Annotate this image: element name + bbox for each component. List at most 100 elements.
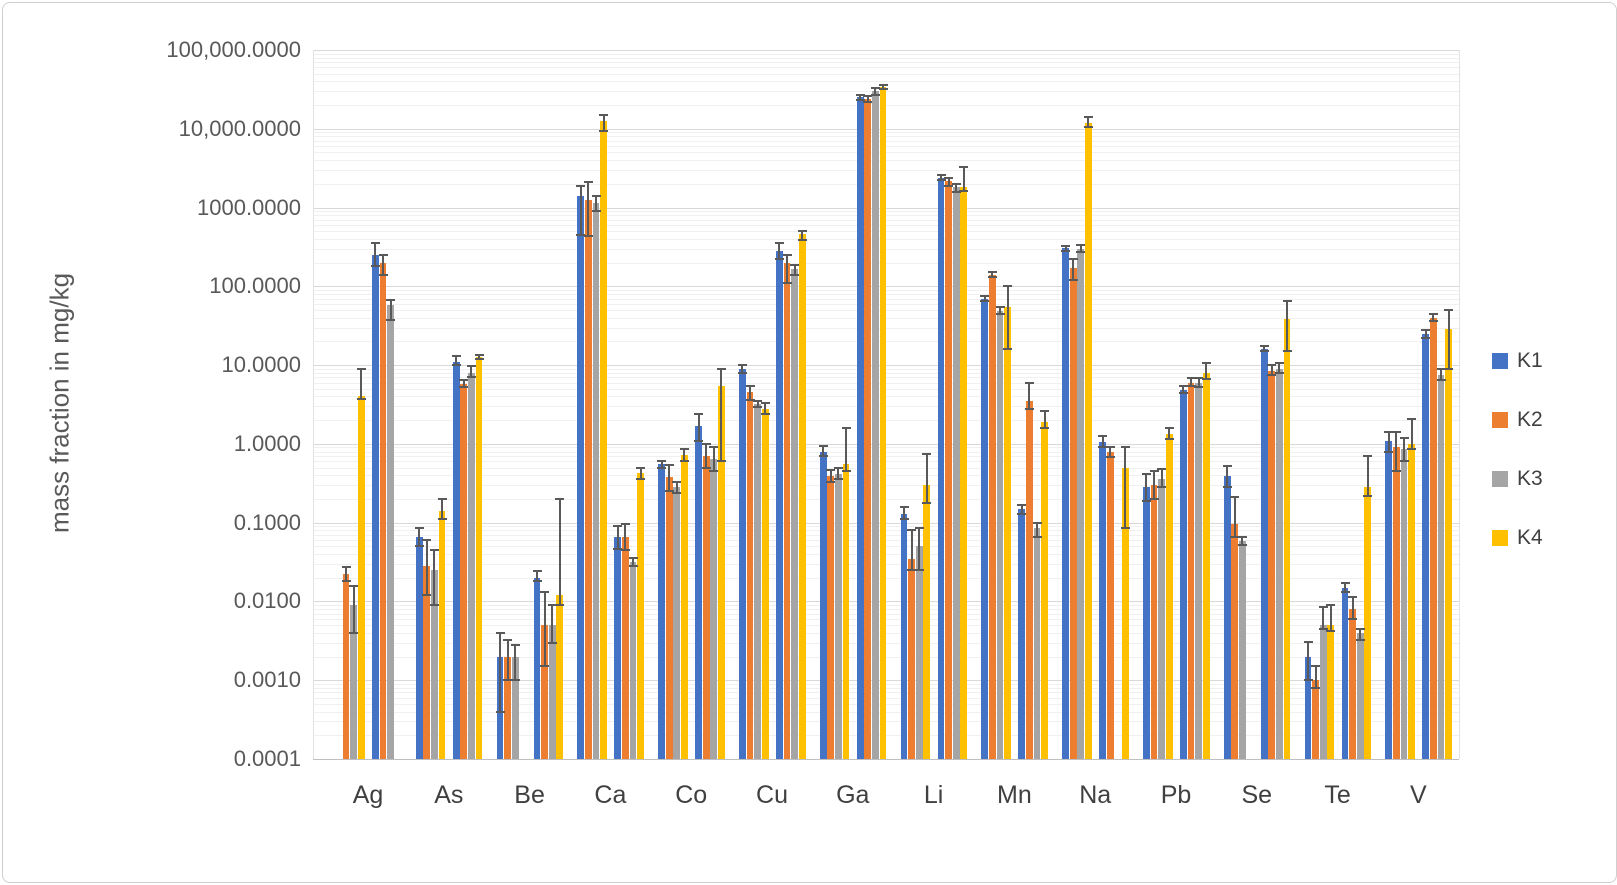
gridline-major xyxy=(313,50,1459,51)
error-bar-cap xyxy=(1421,337,1431,340)
x-axis-line xyxy=(313,759,1459,760)
error-bar-cap xyxy=(495,710,505,713)
error-bar xyxy=(624,524,627,550)
error-bar xyxy=(1322,607,1325,629)
error-bar xyxy=(1351,596,1354,619)
y-tick-label: 0.0100 xyxy=(233,588,301,614)
error-bar-cap xyxy=(914,569,924,572)
bar-Ca-right-K1 xyxy=(614,537,622,759)
error-bar xyxy=(441,498,443,520)
legend-label-K2: K2 xyxy=(1517,408,1543,431)
error-bar xyxy=(756,401,759,408)
error-bar xyxy=(1168,427,1171,440)
error-bar-cap xyxy=(1194,386,1204,389)
error-bar xyxy=(675,481,678,493)
bar-Be-left-K3 xyxy=(511,656,519,759)
error-bar-cap xyxy=(555,497,565,500)
legend-swatch-K3 xyxy=(1492,471,1508,487)
error-bar-cap xyxy=(341,566,351,569)
bar-Ga-right-K1 xyxy=(856,97,864,759)
bar-Ag-right-K1 xyxy=(372,254,379,759)
error-bar xyxy=(1160,469,1163,488)
error-bar-cap xyxy=(1141,472,1151,475)
error-bar xyxy=(1233,497,1236,538)
error-bar-cap xyxy=(959,165,969,168)
error-bar-cap xyxy=(1098,446,1108,449)
error-bar xyxy=(1190,378,1192,387)
error-bar-cap xyxy=(1040,426,1050,429)
error-bar-cap xyxy=(797,229,807,232)
error-bar xyxy=(382,254,384,275)
error-bar-cap xyxy=(1178,392,1188,395)
bar-Co-left-K4 xyxy=(681,455,688,759)
error-bar-cap xyxy=(679,460,689,463)
error-bar-cap xyxy=(1326,630,1336,633)
bar-Se-right-K2 xyxy=(1268,370,1276,759)
bar-Li-left-K1 xyxy=(900,513,908,759)
legend-item-K4: K4 xyxy=(1492,526,1543,550)
error-bar-cap xyxy=(414,545,424,548)
bar-Cu-right-K2 xyxy=(783,262,791,759)
x-tick-label: Li xyxy=(923,781,944,809)
error-bar xyxy=(433,549,436,606)
error-bar xyxy=(822,446,825,457)
error-bar-cap xyxy=(1003,285,1013,288)
error-bar xyxy=(1241,537,1244,546)
bar-Be-right-K2 xyxy=(541,625,548,759)
error-bar xyxy=(1410,418,1413,450)
error-bar-cap xyxy=(672,480,682,483)
error-bar xyxy=(1087,117,1090,128)
error-bar-cap xyxy=(1157,468,1167,470)
gridline-minor xyxy=(313,67,1459,69)
error-bar-cap xyxy=(841,470,851,473)
error-bar-cap xyxy=(1178,385,1188,388)
error-bar-cap xyxy=(429,548,439,551)
error-bar-cap xyxy=(1149,497,1159,500)
bar-V-right-K3 xyxy=(1437,374,1445,759)
error-bar-cap xyxy=(1267,364,1277,367)
bar-Pb-left-K1 xyxy=(1143,487,1150,759)
bar-Se-right-K4 xyxy=(1283,319,1291,759)
error-bar-cap xyxy=(349,585,359,588)
bar-Li-left-K3 xyxy=(915,546,923,759)
error-bar-cap xyxy=(899,505,909,508)
error-bar-cap xyxy=(540,665,550,668)
error-bar xyxy=(558,498,561,606)
error-bar-cap xyxy=(782,253,792,256)
error-bar-cap xyxy=(1237,536,1247,539)
bar-Ga-left-K2 xyxy=(827,476,835,759)
error-bar xyxy=(955,183,958,192)
error-bar-cap xyxy=(1348,595,1358,598)
error-bar-cap xyxy=(959,190,969,193)
error-bar-cap xyxy=(466,376,476,379)
bar-Co-right-K1 xyxy=(695,425,702,759)
bar-Na-right-K2 xyxy=(1106,452,1114,759)
error-bar xyxy=(418,528,421,547)
gridline-minor xyxy=(313,62,1459,64)
error-bar-cap xyxy=(503,679,513,682)
error-bar-cap xyxy=(855,99,865,102)
error-bar-cap xyxy=(1340,591,1350,594)
error-bar-cap xyxy=(1032,521,1042,524)
bar-Co-right-K3 xyxy=(710,458,718,759)
gridline-minor xyxy=(313,53,1459,55)
error-bar-cap xyxy=(1282,300,1292,303)
error-bar xyxy=(741,365,744,373)
error-bar-cap xyxy=(1303,679,1313,682)
error-bar-cap xyxy=(451,364,461,367)
gridline-minor xyxy=(313,57,1459,59)
bar-Ag-left-K4 xyxy=(357,396,365,759)
error-bar-cap xyxy=(753,400,763,403)
error-bar-cap xyxy=(599,129,609,132)
x-tick-label: Ga xyxy=(836,781,870,809)
error-bar-cap xyxy=(664,490,674,493)
error-bar xyxy=(668,464,671,492)
bar-Se-left-K3 xyxy=(1239,541,1246,759)
y-tick-label: 100.0000 xyxy=(209,273,301,299)
error-bar-cap xyxy=(1017,503,1027,506)
error-bar-cap xyxy=(1201,378,1211,381)
error-bar xyxy=(712,447,715,472)
bar-Ca-right-K2 xyxy=(622,537,629,759)
error-bar-cap xyxy=(1399,436,1409,439)
error-bar-cap xyxy=(1105,446,1115,449)
